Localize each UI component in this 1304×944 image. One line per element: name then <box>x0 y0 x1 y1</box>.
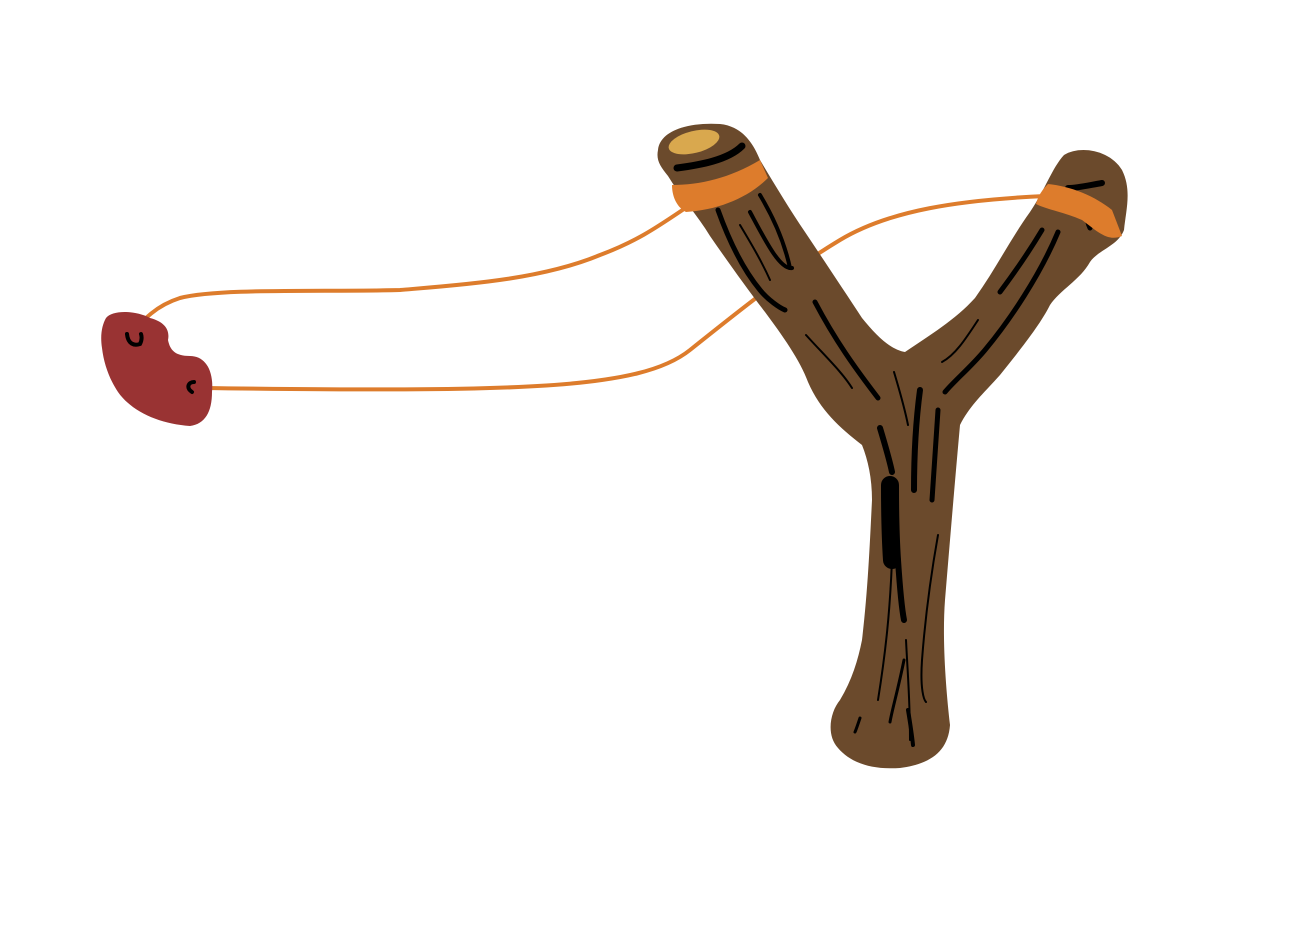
rubber-band-back <box>198 194 1047 392</box>
right-band-wrap <box>1036 184 1122 238</box>
pouch-hole-top <box>125 332 144 347</box>
rubber-band-front <box>132 203 692 338</box>
slingshot-frame <box>657 123 1128 769</box>
left-band-wrap <box>672 160 768 212</box>
cut-end <box>668 129 720 155</box>
pouch-hole-bottom <box>186 380 196 394</box>
slingshot-pouch <box>101 312 213 426</box>
wooden-fork <box>657 123 1128 769</box>
pouch-body <box>101 312 213 426</box>
